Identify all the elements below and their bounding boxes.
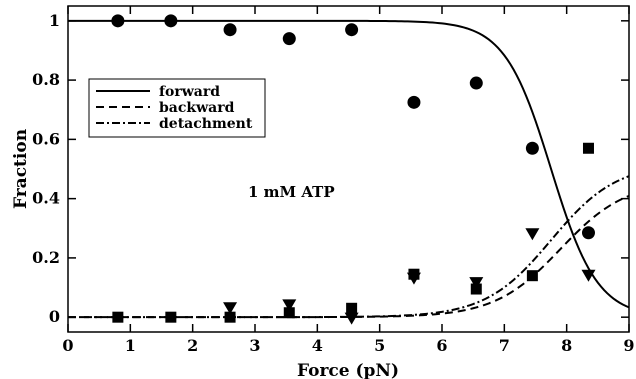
y-tick-label-3: 0.6 [32,129,60,148]
triangle-down-point-4 [469,277,484,290]
circle-point-1 [164,14,178,28]
curves-layer [68,19,630,319]
curve-backward [68,194,630,319]
square-point-4 [346,302,358,314]
triangle-down-point-5 [525,228,540,241]
x-tick-label-1: 1 [125,336,136,355]
y-tick-label-4: 0.8 [32,70,60,89]
circle-point-7 [525,141,539,155]
square-point-0 [112,311,124,323]
x-tick-label-5: 5 [374,336,385,355]
triangle-down-point-0 [223,302,238,315]
y-tick-label-0: 0 [49,307,60,326]
triangle-down-point-2 [344,312,359,325]
plot-frame [67,5,630,333]
x-tick-label-9: 9 [623,336,634,355]
y-tick-label-5: 1 [49,11,60,30]
circle-point-6 [469,76,483,90]
triangle-down-point-3 [406,272,421,285]
square-point-8 [582,142,594,154]
x-tick-label-2: 2 [187,336,198,355]
legend: forward backward detachment [88,78,266,138]
square-point-1 [165,311,177,323]
legend-label-forward: forward [159,84,220,100]
y-ticks: 0 0.2 0.4 0.6 0.8 1 [32,11,629,326]
square-point-7 [526,270,538,282]
legend-label-backward: backward [159,100,235,116]
y-axis-label: Fraction [11,129,31,209]
x-tick-label-0: 0 [62,336,73,355]
x-axis-label: Force (pN) [297,361,399,379]
circle-point-3 [282,32,296,46]
legend-label-detachment: detachment [159,116,253,132]
circle-point-4 [345,23,359,37]
triangle-down-point-1 [282,299,297,312]
triangle-down-point-6 [581,269,596,282]
x-tick-label-8: 8 [561,336,572,355]
legend-box [88,78,266,138]
circle-point-2 [223,23,237,37]
x-tick-label-7: 7 [499,336,510,355]
x-tick-label-3: 3 [249,336,260,355]
annotation-atp: 1 mM ATP [248,183,335,201]
circle-point-8 [581,226,595,240]
square-point-2 [224,311,236,323]
y-tick-label-2: 0.4 [32,189,60,208]
circle-point-5 [407,95,421,109]
y-tick-label-1: 0.2 [32,248,60,267]
x-tick-label-6: 6 [436,336,447,355]
x-ticks: 0 1 2 3 4 5 6 7 8 9 [62,6,635,355]
square-point-3 [283,307,295,319]
curve-detachment [68,175,630,319]
circle-point-0 [111,14,125,28]
curve-forward [68,19,630,309]
x-tick-label-4: 4 [312,336,323,355]
markers-layer [111,14,596,325]
